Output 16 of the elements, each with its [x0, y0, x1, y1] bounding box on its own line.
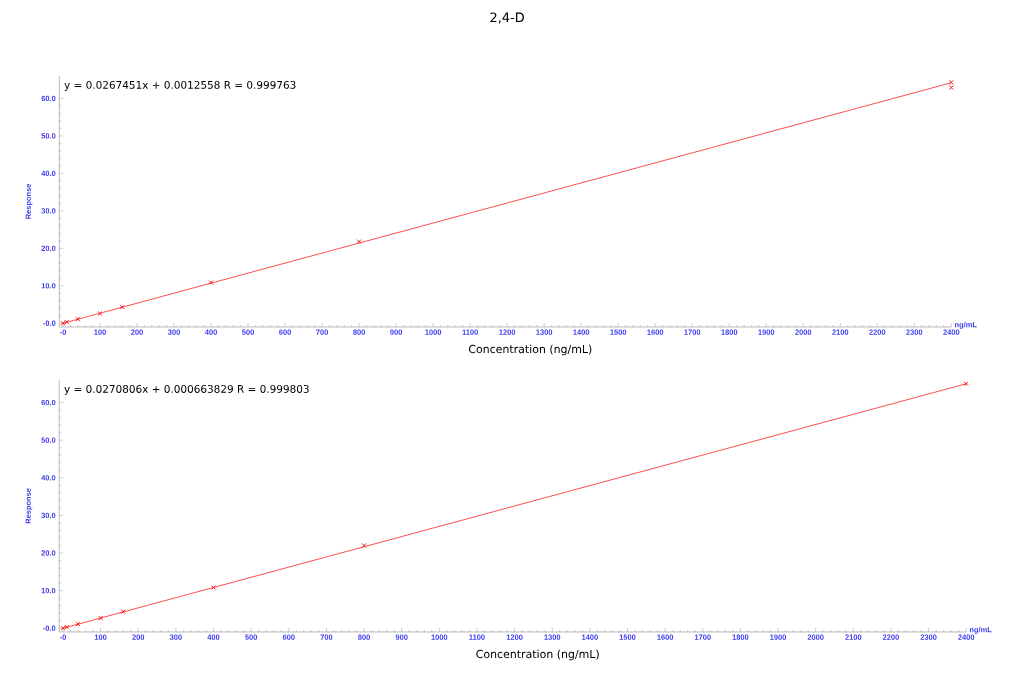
x-axis-title: Concentration (ng/mL)	[476, 649, 599, 661]
point	[356, 239, 362, 244]
point	[208, 279, 214, 285]
point	[211, 585, 216, 591]
point	[75, 316, 81, 322]
point	[75, 621, 81, 627]
chart-title: 2,4-D	[490, 12, 524, 24]
point	[97, 311, 103, 316]
point	[120, 609, 126, 615]
point	[98, 615, 104, 621]
point	[361, 543, 367, 548]
point	[948, 85, 954, 91]
annotation: y = 0.0270806x + 0.000663829 R = 0.999803	[64, 384, 309, 395]
x-axis-title: Concentration (ng/mL)	[468, 344, 592, 356]
annotation: y = 0.0267451x + 0.0012558 R = 0.999763	[64, 80, 296, 91]
point	[119, 304, 125, 310]
